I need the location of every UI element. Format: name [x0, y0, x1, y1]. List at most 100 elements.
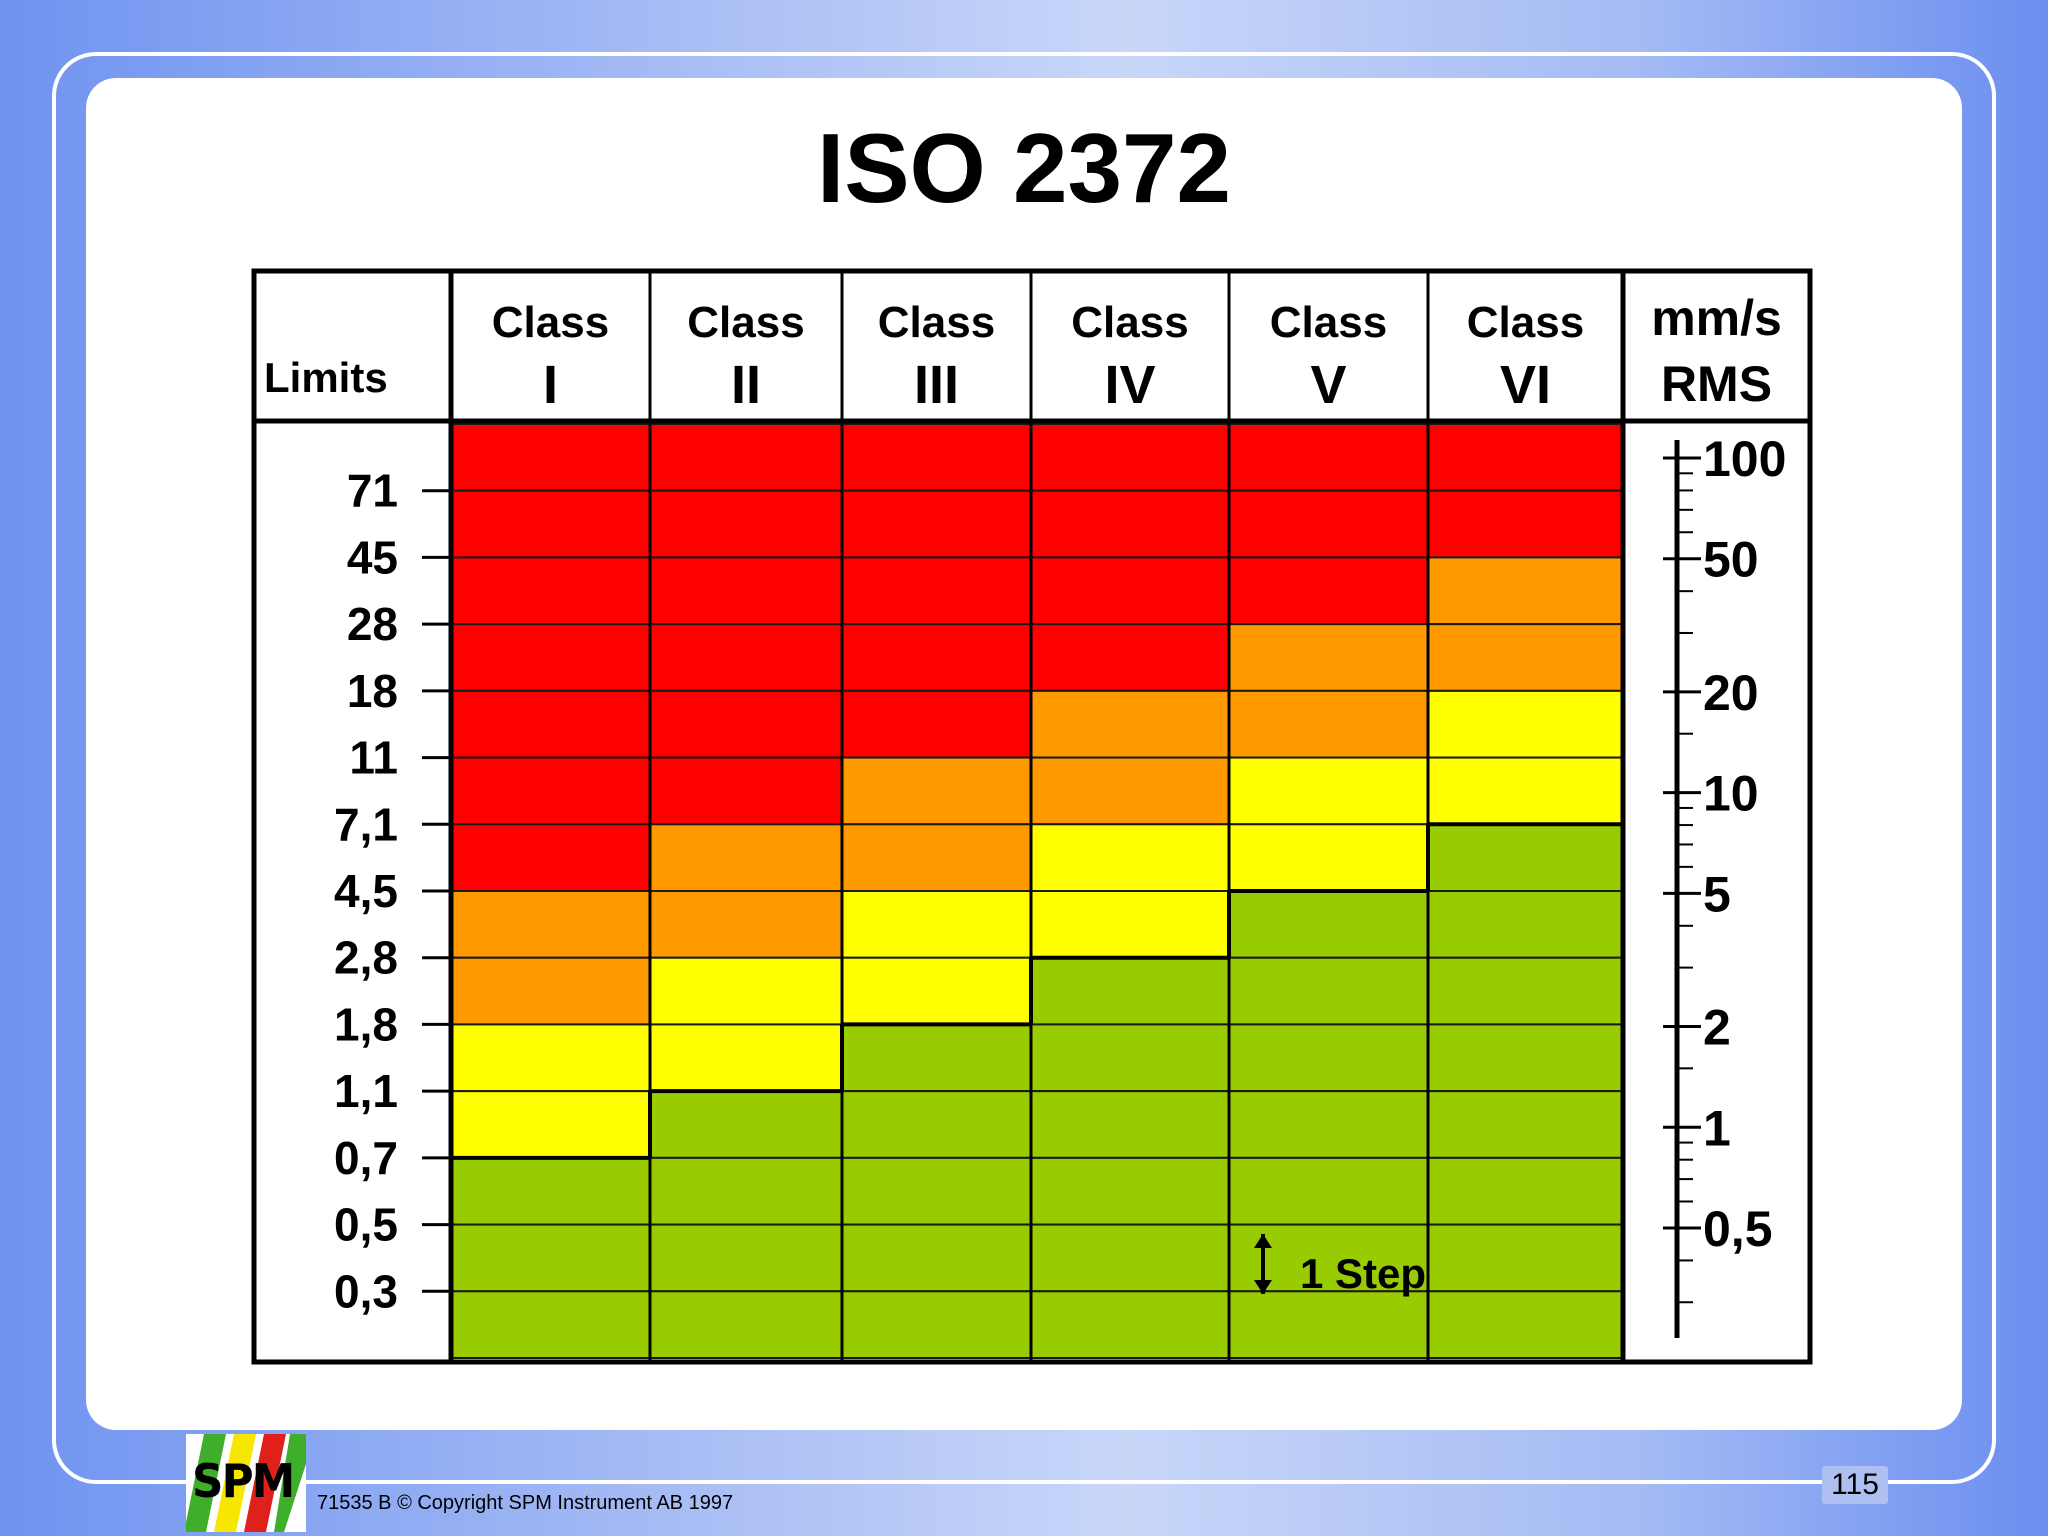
severity-cell: [1030, 956, 1230, 1026]
class-header-label: Class: [1071, 298, 1188, 347]
severity-cell: [649, 1290, 843, 1360]
severity-cell: [649, 623, 843, 692]
severity-cell: [649, 689, 843, 759]
severity-cell: [1427, 489, 1624, 559]
severity-cell: [1030, 489, 1230, 559]
limit-label: 0,5: [334, 1199, 398, 1251]
severity-cell: [450, 423, 651, 492]
severity-cell: [450, 1023, 651, 1093]
severity-cell: [841, 1023, 1032, 1093]
severity-cell: [1030, 823, 1230, 892]
severity-cell: [1427, 956, 1624, 1026]
scale-label: 0,5: [1703, 1201, 1773, 1257]
severity-cell: [649, 489, 843, 559]
class-header-numeral: III: [914, 355, 959, 415]
severity-cell: [1427, 890, 1624, 959]
severity-cell: [1228, 1090, 1429, 1159]
severity-cell: [1030, 1223, 1230, 1293]
class-header-label: Class: [492, 298, 609, 347]
severity-cell: [649, 1023, 843, 1093]
severity-cell: [841, 423, 1032, 492]
scale-label: 20: [1703, 665, 1759, 721]
severity-cell: [649, 956, 843, 1026]
copyright-text: 71535 B © Copyright SPM Instrument AB 19…: [317, 1492, 734, 1514]
severity-cell: [1030, 1090, 1230, 1159]
step-arrowhead-up: [1254, 1234, 1272, 1248]
severity-cell: [1427, 1290, 1624, 1360]
severity-cell: [450, 556, 651, 626]
severity-cell: [1427, 1090, 1624, 1159]
slide-frame: [52, 52, 1996, 1484]
severity-cell: [1030, 890, 1230, 959]
unit-header: RMS: [1661, 356, 1772, 412]
class-header-label: Class: [1270, 298, 1387, 347]
severity-cell: [1228, 890, 1429, 959]
page-number: 115: [1822, 1466, 1888, 1504]
limit-label: 11: [349, 732, 398, 784]
severity-cell: [1030, 556, 1230, 626]
limit-label: 1,1: [334, 1065, 398, 1117]
limit-label: 4,5: [334, 865, 398, 917]
severity-cell: [1228, 623, 1429, 692]
severity-cell: [450, 489, 651, 559]
severity-cell: [1427, 423, 1624, 492]
scale-label: 2: [1703, 1000, 1731, 1056]
severity-cell: [1030, 1023, 1230, 1093]
severity-cell: [450, 1290, 651, 1360]
class-header-numeral: IV: [1104, 355, 1155, 415]
class-header-numeral: VI: [1500, 355, 1551, 415]
severity-cell: [841, 890, 1032, 959]
severity-cell: [1427, 1023, 1624, 1093]
severity-cell: [649, 823, 843, 892]
severity-cell: [649, 1223, 843, 1293]
severity-cell: [450, 756, 651, 826]
severity-cell: [1030, 689, 1230, 759]
scale-label: 10: [1703, 766, 1759, 822]
severity-cell: [450, 1156, 651, 1226]
severity-cell: [841, 556, 1032, 626]
severity-cell: [1030, 1156, 1230, 1226]
severity-cell: [1228, 423, 1429, 492]
severity-cell: [1427, 756, 1624, 826]
severity-cell: [450, 623, 651, 692]
severity-cell: [1427, 556, 1624, 626]
severity-cell: [841, 1290, 1032, 1360]
severity-cell: [649, 1090, 843, 1159]
severity-cell: [1427, 623, 1624, 692]
severity-cell: [1427, 689, 1624, 759]
limit-label: 18: [347, 665, 398, 717]
severity-cell: [1427, 1156, 1624, 1226]
severity-cell: [649, 423, 843, 492]
severity-cell: [1228, 689, 1429, 759]
severity-cell: [841, 1090, 1032, 1159]
severity-cell: [1228, 489, 1429, 559]
severity-cell: [649, 756, 843, 826]
scale-label: 100: [1703, 431, 1786, 487]
severity-cell: [450, 1223, 651, 1293]
limit-label: 1,8: [334, 998, 398, 1050]
severity-cell: [649, 556, 843, 626]
severity-cell: [841, 689, 1032, 759]
limit-label: 28: [347, 598, 398, 650]
severity-cell: [1228, 1290, 1429, 1360]
page-title: ISO 2372: [816, 113, 1232, 223]
class-header-label: Class: [878, 298, 995, 347]
class-header-numeral: I: [543, 355, 558, 415]
severity-cell: [1427, 823, 1624, 892]
step-annotation: 1 Step: [1300, 1250, 1426, 1297]
severity-cell: [1228, 1156, 1429, 1226]
spm-logo: SPM: [186, 1434, 306, 1532]
severity-cell: [1030, 623, 1230, 692]
severity-cell: [1427, 1223, 1624, 1293]
limit-label: 2,8: [334, 932, 398, 984]
severity-cell: [841, 956, 1032, 1026]
class-header-label: Class: [687, 298, 804, 347]
limit-label: 0,3: [334, 1265, 398, 1317]
limits-header: Limits: [264, 354, 388, 401]
unit-header: mm/s: [1651, 290, 1782, 346]
severity-cell: [841, 623, 1032, 692]
severity-cell: [841, 489, 1032, 559]
severity-cell: [1030, 423, 1230, 492]
severity-cell: [649, 890, 843, 959]
severity-cell: [841, 756, 1032, 826]
